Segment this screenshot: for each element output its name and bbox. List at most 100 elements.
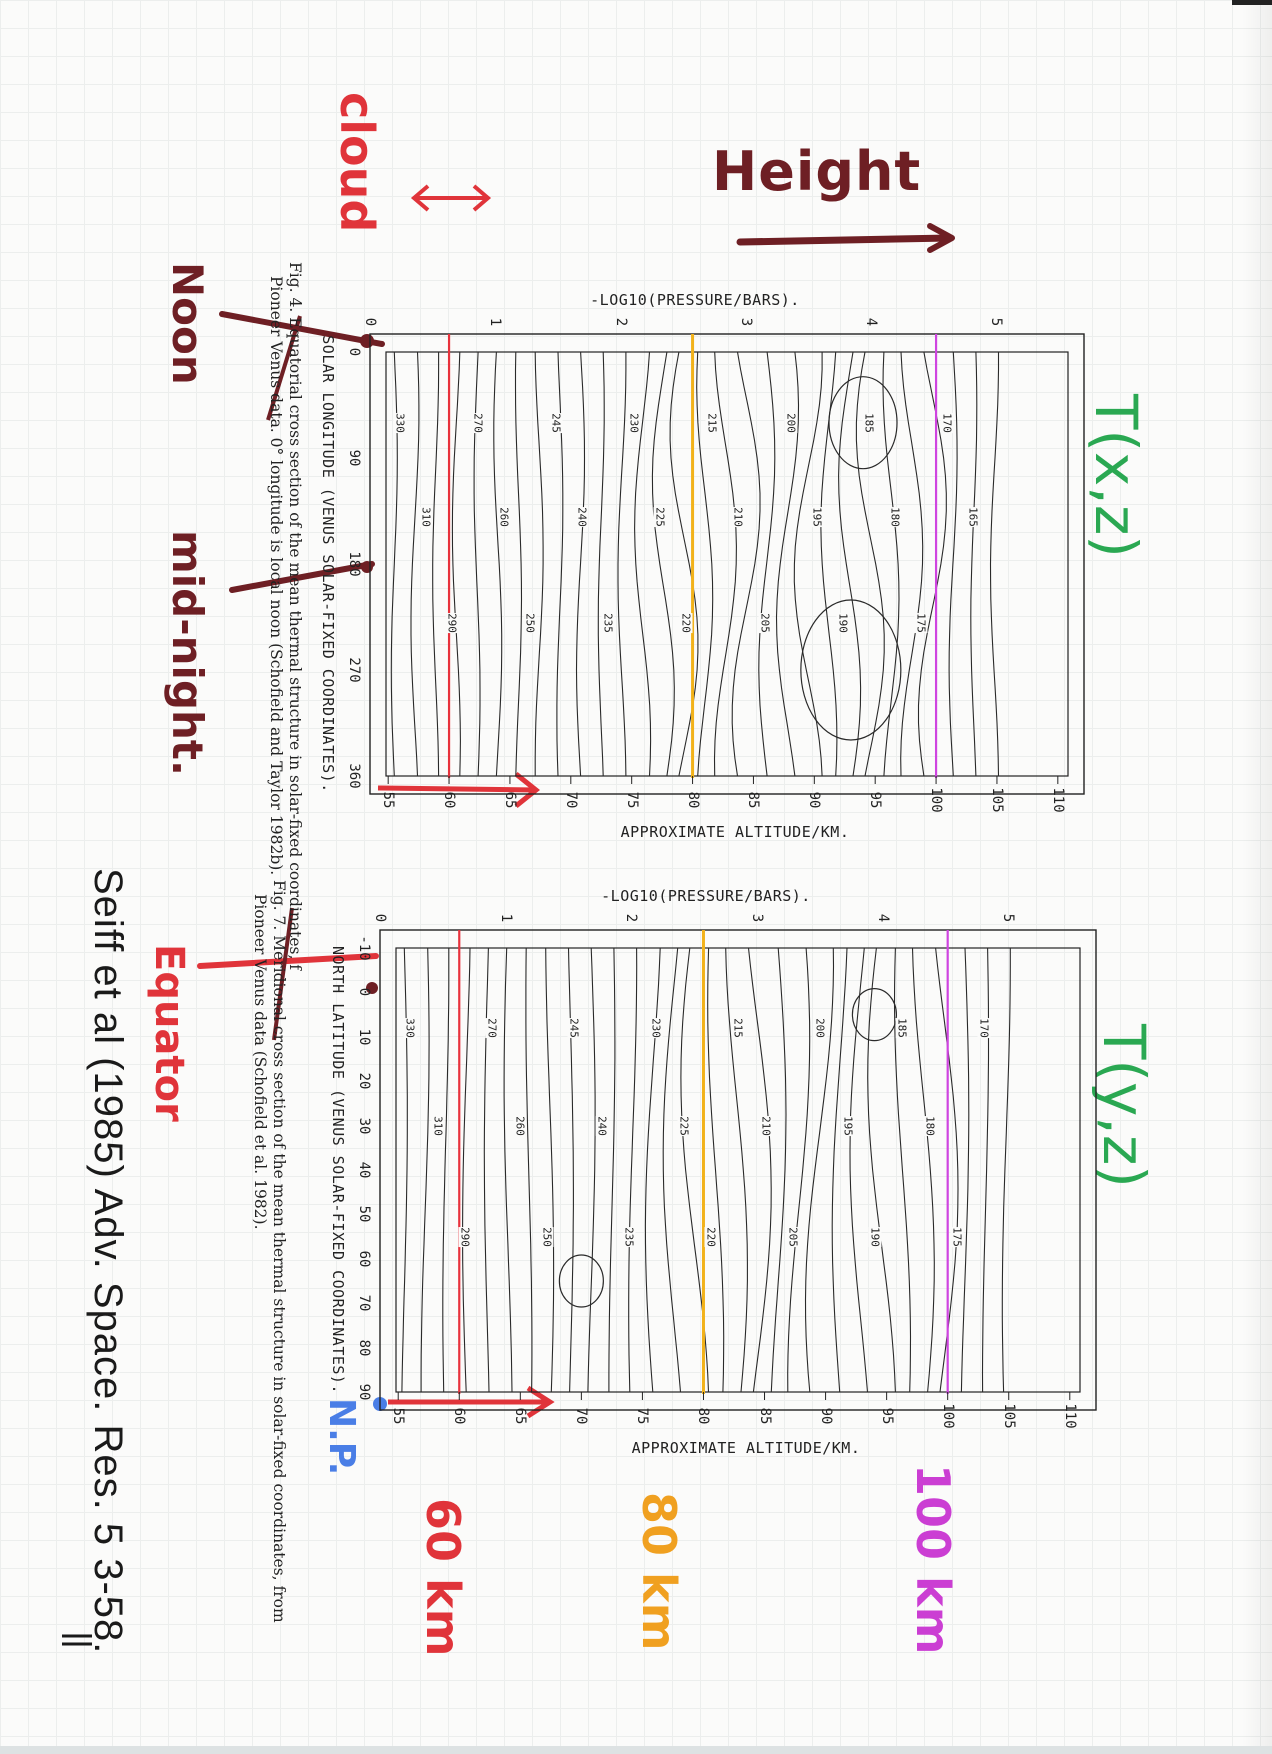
fig4-contour-line [617, 352, 627, 777]
noon-marker-icon [219, 311, 385, 347]
fig7-contour-line [893, 947, 912, 1393]
fig4-cold-cell-1 [828, 376, 898, 470]
contour-label: 185 [895, 1017, 909, 1038]
fig4-contour-line [713, 351, 737, 777]
fig4-cold-cell-2 [800, 599, 902, 741]
fig4-contour-line [948, 351, 958, 777]
fig7-contour-line [804, 947, 835, 1393]
fig7-contour-line [662, 947, 682, 1393]
contour-label: 235 [622, 1226, 636, 1247]
fig7-contour-line [960, 947, 970, 1393]
altitude-tick-label: 85 [756, 1407, 773, 1425]
equator-marker-icon [197, 953, 379, 969]
pressure-axis-label: -LOG10(PRESSURE/BARS). [590, 291, 800, 309]
altitude-tick-label: 70 [573, 1407, 590, 1425]
altitude-axis-label: APPROXIMATE ALTITUDE/KM. [620, 823, 850, 841]
fig7-contour-line [935, 947, 959, 1393]
fig7-contour-line [420, 947, 430, 1392]
pressure-tick-label: 3 [749, 913, 766, 923]
fig4-contour-line [793, 352, 823, 777]
height-annotation: Height [712, 140, 922, 203]
page-bottom-strip [0, 1746, 1272, 1754]
fig4-contour-line [432, 352, 440, 777]
contour-label: 190 [868, 1226, 882, 1247]
fig4-contour-line [534, 351, 544, 776]
fig4-contour-line [651, 351, 675, 777]
fig4-contour-line [855, 351, 885, 777]
altitude-tick-label: 110 [1061, 1403, 1078, 1429]
contour-label: 170 [977, 1017, 991, 1038]
fig7-contour-line [849, 947, 869, 1393]
fig7-contour-line [725, 947, 748, 1393]
fig4-outer-frame [369, 333, 1085, 795]
fig7-contour-line [911, 947, 935, 1393]
fig7-contour-line [644, 947, 661, 1393]
contour-label: 230 [649, 1017, 663, 1038]
x-tick-label: 10 [356, 1028, 372, 1046]
x-tick-label: 40 [356, 1161, 372, 1179]
fig4-contour-line [451, 351, 461, 777]
x-tick-label: 20 [356, 1072, 372, 1090]
fig7-contour-line [525, 947, 533, 1393]
fig4-contour-line [514, 351, 523, 777]
fig4-contour-line [696, 351, 714, 777]
x-tick-label: 30 [356, 1117, 372, 1135]
x-tick-label: 70 [356, 1294, 372, 1312]
x-tick-label: 90 [356, 1383, 372, 1401]
altitude-tick-label: 100 [939, 1403, 956, 1429]
fig7-outer-frame [379, 929, 1097, 1411]
pressure-tick-label: 1 [497, 913, 514, 923]
x-tick-label: 60 [356, 1250, 372, 1268]
fig4-contour-line [575, 351, 586, 777]
fig7-contour-line [628, 947, 638, 1393]
altitude-tick-label: 105 [1000, 1403, 1017, 1429]
fig4-contour-line [970, 351, 978, 777]
midnight-marker-icon [229, 561, 375, 593]
fig7-contour-line [567, 947, 574, 1393]
fig7-contour-line [787, 947, 811, 1393]
pressure-axis-label: -LOG10(PRESSURE/BARS). [601, 887, 811, 905]
fig4-contour-line [731, 351, 761, 777]
fig7-contour-line [401, 947, 408, 1393]
contour-label: 330 [403, 1017, 417, 1038]
fig7-contour-line [545, 947, 555, 1393]
altitude-axis-label: APPROXIMATE ALTITUDE/KM. [631, 1439, 861, 1457]
fig4-contour-line [838, 351, 862, 777]
fig7-contour-line [867, 947, 896, 1393]
fig7-plot-frame [395, 947, 1081, 1393]
page-edge-shadow [1242, 0, 1272, 1754]
fig7-contour-line [707, 947, 725, 1393]
contour-label: 270 [485, 1017, 499, 1038]
contour-label: 205 [786, 1226, 800, 1247]
fig4-contour-line [900, 351, 924, 777]
fig4-contour-line [989, 352, 1000, 777]
x-tick-label: 0 [356, 988, 372, 997]
fig7-contour-line [770, 947, 787, 1393]
altitude-tick-label: 80 [695, 1407, 712, 1425]
contour-label: 195 [841, 1115, 855, 1136]
contour-label: 220 [704, 1226, 718, 1247]
contour-label: 290 [458, 1226, 472, 1247]
fig7-contour-line [608, 947, 616, 1392]
x-tick-label: -10 [356, 935, 372, 961]
cloud-level-arrow-icon [377, 785, 537, 793]
altitude-tick-label: 65 [512, 1407, 529, 1425]
fig4-contour-line [493, 351, 503, 777]
fig4-contour-line [917, 351, 947, 777]
fig7-contour-line [587, 947, 596, 1393]
pressure-tick-label: 4 [874, 913, 891, 923]
contour-label: 200 [813, 1017, 827, 1038]
fig4-contour-line [758, 351, 776, 777]
altitude-tick-label: 60 [451, 1407, 468, 1425]
contour-label: 225 [677, 1115, 691, 1136]
fig7-contour-line [1001, 948, 1011, 1393]
contour-label: 310 [431, 1115, 445, 1136]
fig4-contour-line [410, 351, 420, 777]
contour-label: 175 [950, 1226, 964, 1247]
fig7-contour-line [462, 947, 471, 1393]
height-arrow-icon [736, 234, 954, 246]
fig4-contour-line [775, 351, 800, 777]
fig4-contour-line [882, 351, 900, 777]
